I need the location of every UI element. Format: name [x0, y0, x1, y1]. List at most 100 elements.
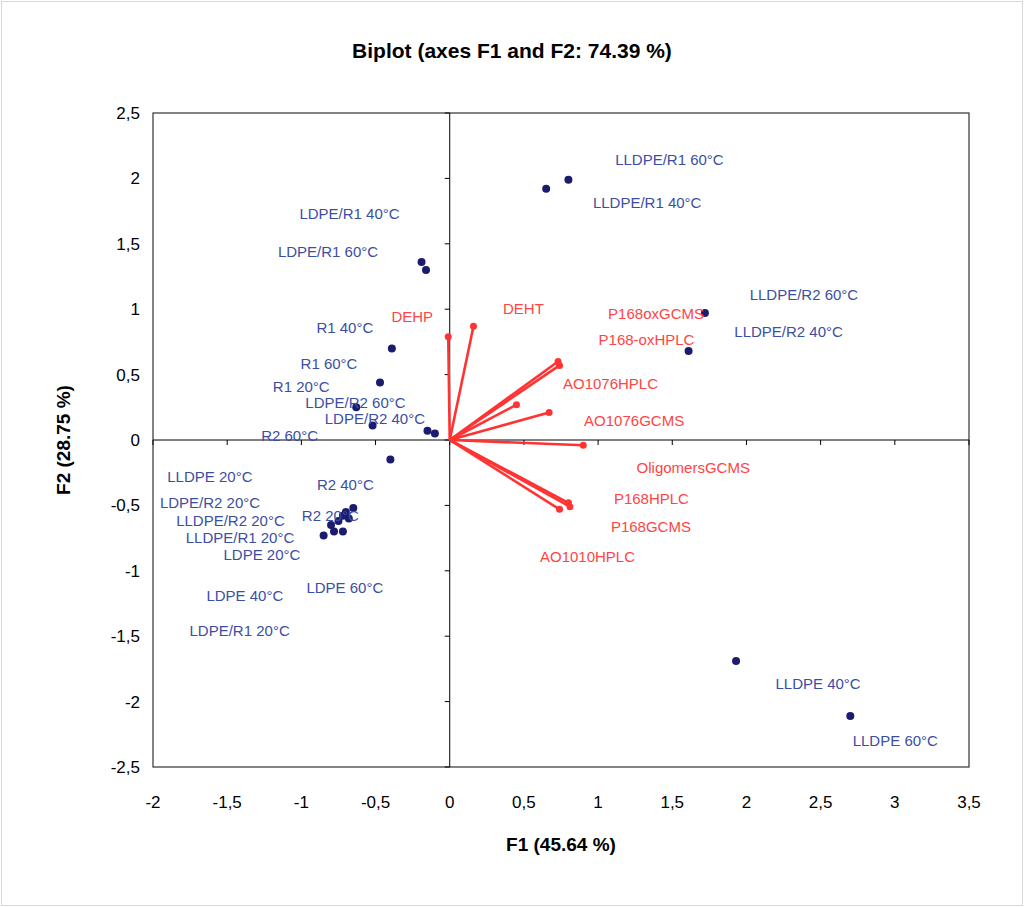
- point: [423, 427, 431, 435]
- chart-border: [2, 2, 1023, 906]
- x-tick-label: 2,5: [809, 793, 833, 812]
- vector-line: [450, 413, 549, 440]
- variable-label: OligomersGCMS: [637, 459, 750, 476]
- point: [422, 266, 430, 274]
- point-label: LDPE/R2 20°C: [160, 494, 260, 511]
- x-tick-label: 1: [593, 793, 602, 812]
- vector-end: [445, 333, 452, 340]
- x-tick-label: -2: [145, 793, 160, 812]
- x-tick: [746, 440, 747, 445]
- variable-label: AO1010HPLC: [540, 548, 635, 565]
- point: [320, 531, 328, 539]
- point: [330, 528, 338, 536]
- point-label: R1 40°C: [316, 319, 373, 336]
- variable-label: P168oxGCMS: [608, 305, 704, 322]
- x-tick-label: 0: [445, 793, 454, 812]
- point: [388, 344, 396, 352]
- y-tick-label: -0,5: [111, 496, 140, 515]
- vector-end: [556, 506, 563, 513]
- x-tick-label: -1,5: [213, 793, 242, 812]
- point-label: R1 20°C: [273, 378, 330, 395]
- vector-end: [546, 409, 553, 416]
- point-label: R2 20°C: [302, 507, 359, 524]
- point-label: LLDPE/R1 40°C: [593, 194, 702, 211]
- marks: [320, 176, 855, 720]
- point-label: LLDPE/R2 20°C: [176, 512, 285, 529]
- point-label: LDPE 40°C: [206, 587, 283, 604]
- variable-label: DEHP: [391, 308, 433, 325]
- point-label: LLDPE 20°C: [167, 468, 252, 485]
- x-tick: [820, 440, 821, 445]
- variable-vectors: [445, 323, 587, 513]
- y-tick-label: -2,5: [111, 758, 140, 777]
- y-tick: [445, 309, 450, 310]
- y-tick-label: 2: [131, 169, 140, 188]
- y-tick-label: -1: [125, 562, 140, 581]
- x-tick: [227, 440, 228, 445]
- variable-label: DEHT: [503, 300, 544, 317]
- x-tick: [894, 440, 895, 445]
- point-label: LLDPE 60°C: [853, 732, 938, 749]
- x-tick: [153, 440, 154, 445]
- y-axis-title: F2 (28.75 %): [53, 385, 74, 495]
- y-tick-label: 0: [131, 431, 140, 450]
- point-label: LDPE/R1 60°C: [278, 243, 378, 260]
- point: [431, 429, 439, 437]
- vector-end: [556, 362, 563, 369]
- vector-line: [450, 326, 474, 440]
- x-tick-label: 2: [742, 793, 751, 812]
- x-tick: [969, 440, 970, 445]
- point: [339, 528, 347, 536]
- y-tick: [445, 636, 450, 637]
- title: Biplot (axes F1 and F2: 74.39 %): [352, 39, 672, 62]
- y-tick-label: 1,5: [116, 235, 140, 254]
- point-label: LLDPE/R1 20°C: [186, 529, 295, 546]
- x-tick: [375, 440, 376, 445]
- point: [564, 176, 572, 184]
- point-label: LDPE/R1 40°C: [299, 205, 399, 222]
- vector-line: [450, 365, 560, 440]
- x-tick-label: -1: [294, 793, 309, 812]
- x-tick: [672, 440, 673, 445]
- y-tick: [445, 570, 450, 571]
- point: [542, 185, 550, 193]
- point: [846, 712, 854, 720]
- chart: Biplot (axes F1 and F2: 74.39 %) -2 -1,5 -1…: [0, 0, 1024, 907]
- point-label: LDPE/R1 20°C: [190, 622, 290, 639]
- y-tick: [445, 178, 450, 179]
- vector-line: [450, 440, 584, 445]
- point-label: LDPE 60°C: [306, 579, 383, 596]
- point-label: LLDPE/R2 60°C: [750, 286, 859, 303]
- y-tick-label: -2: [125, 693, 140, 712]
- variable-label: AO1076HPLC: [563, 375, 658, 392]
- point-label: LDPE/R2 60°C: [305, 394, 405, 411]
- point: [418, 258, 426, 266]
- point: [376, 378, 384, 386]
- y-tick: [445, 505, 450, 506]
- point-label: R2 40°C: [317, 476, 374, 493]
- plot-frame: [153, 113, 969, 767]
- labels: LDPE 20°CLDPE 40°CLDPE 60°CLLDPE 20°CLLD…: [160, 151, 938, 749]
- x-tick-label: 3,5: [957, 793, 981, 812]
- vector-line: [448, 337, 449, 440]
- y-tick-label: 2,5: [116, 104, 140, 123]
- x-tick-label: 1,5: [660, 793, 684, 812]
- point: [386, 456, 394, 464]
- y-tick: [445, 113, 450, 114]
- variable-label: P168GCMS: [611, 518, 691, 535]
- y-tick-label: 1: [131, 300, 140, 319]
- observation-points: [320, 176, 855, 720]
- x-tick-label: 0,5: [512, 793, 536, 812]
- y-tick-label: -1,5: [111, 627, 140, 646]
- point-label: LDPE/R2 40°C: [325, 410, 425, 427]
- vector-end: [513, 401, 520, 408]
- vector-end: [580, 442, 587, 449]
- vector-line: [450, 440, 560, 509]
- vector-end: [566, 503, 573, 510]
- x-tick-label: 3: [890, 793, 899, 812]
- point: [732, 657, 740, 665]
- point-label: R2 60°C: [261, 427, 318, 444]
- variable-label: P168HPLC: [614, 490, 689, 507]
- variable-label: P168-oxHPLC: [599, 331, 695, 348]
- y-tick-label: 0,5: [116, 366, 140, 385]
